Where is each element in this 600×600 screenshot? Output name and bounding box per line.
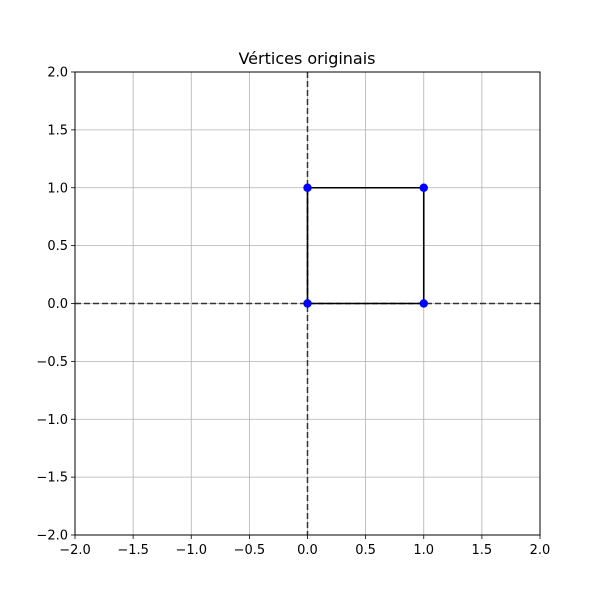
y-tick-label: 1.5 <box>47 123 68 138</box>
chart-title: Vértices originais <box>238 49 375 68</box>
y-axis-ticks: −2.0 −1.5 −1.0 −0.5 0.0 0.5 1.0 1.5 2.0 <box>36 66 75 544</box>
y-tick-label: −2.0 <box>36 529 68 544</box>
x-axis-ticks: −2.0 −1.5 −1.0 −0.5 0.0 0.5 1.0 1.5 2.0 <box>59 535 550 558</box>
vertex-point <box>303 299 312 308</box>
y-tick-label: 1.0 <box>47 181 68 196</box>
y-tick-label: 2.0 <box>47 66 68 81</box>
x-tick-label: 2.0 <box>530 543 551 558</box>
x-tick-label: −2.0 <box>59 543 91 558</box>
vertex-point <box>303 183 312 192</box>
x-tick-label: −1.0 <box>175 543 207 558</box>
x-tick-label: 1.0 <box>413 543 434 558</box>
x-tick-label: 0.0 <box>297 543 318 558</box>
x-tick-label: −1.5 <box>117 543 149 558</box>
vertex-point <box>419 183 428 192</box>
y-tick-label: −1.5 <box>36 471 68 486</box>
vertex-point <box>419 299 428 308</box>
y-tick-label: −1.0 <box>36 413 68 428</box>
vertex-markers <box>303 183 428 308</box>
x-tick-label: 1.5 <box>472 543 493 558</box>
reference-lines <box>75 72 540 535</box>
x-tick-label: 0.5 <box>355 543 376 558</box>
x-tick-label: −0.5 <box>234 543 266 558</box>
y-tick-label: 0.5 <box>47 239 68 254</box>
y-tick-label: −0.5 <box>36 355 68 370</box>
y-tick-label: 0.0 <box>47 297 68 312</box>
